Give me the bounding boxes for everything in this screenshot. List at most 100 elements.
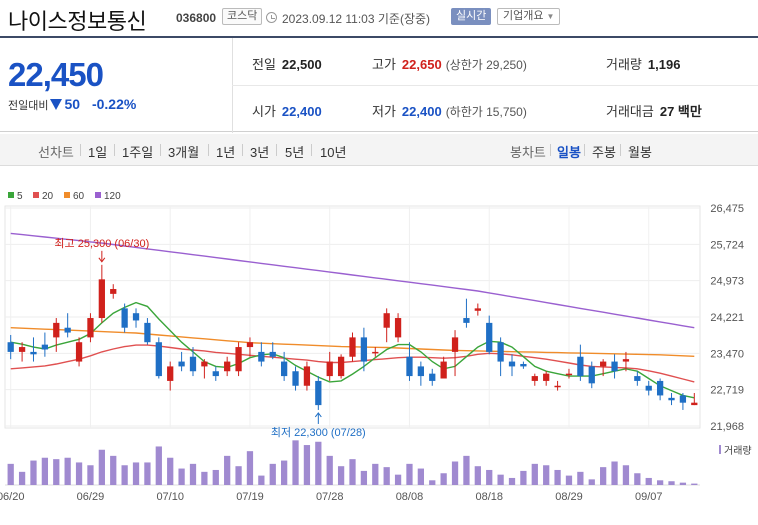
volume-bar xyxy=(486,469,493,485)
clock-icon xyxy=(266,12,277,23)
volume-bar xyxy=(565,475,573,485)
tab-period-1w[interactable]: 1주일 xyxy=(122,145,154,160)
tab-separator xyxy=(160,144,161,156)
tab-candle-chart[interactable]: 봉차트 xyxy=(510,145,546,160)
y-tick-label: 21,968 xyxy=(710,421,744,433)
max-price-label: 최고 25,300 (06/30) xyxy=(54,237,149,250)
candle xyxy=(372,351,379,354)
volume-bar xyxy=(543,465,550,485)
tab-candle-monthly[interactable]: 월봉 xyxy=(628,145,652,160)
candle xyxy=(155,342,162,377)
candle xyxy=(258,351,265,362)
tab-period-10y[interactable]: 10년 xyxy=(320,145,347,160)
candle xyxy=(121,308,128,328)
candle xyxy=(64,327,71,333)
candle xyxy=(634,376,641,381)
stock-chart: 5 20 60 120 최고 25,300 (06/30) 최저 22,300 (07/… xyxy=(0,182,758,520)
volume-bar xyxy=(18,471,26,485)
volume-bar xyxy=(64,457,71,485)
volume-bar xyxy=(41,457,49,485)
chart-legend: 5 20 60 120 xyxy=(8,191,121,202)
candle xyxy=(486,322,493,352)
candle xyxy=(303,366,311,386)
volume-bar xyxy=(417,468,424,485)
candle xyxy=(326,361,333,377)
volume-bar xyxy=(155,446,162,485)
prev-close-value: 22,500 xyxy=(281,57,322,72)
candle xyxy=(463,318,470,323)
low-value: 22,400 xyxy=(401,104,442,119)
low-label: 저가 xyxy=(372,104,396,119)
tab-period-3y[interactable]: 3년 xyxy=(250,145,270,160)
candle xyxy=(668,397,675,401)
candle xyxy=(281,361,288,377)
volume-bar xyxy=(451,461,459,485)
candle xyxy=(622,359,630,362)
tab-separator xyxy=(80,144,81,156)
candle xyxy=(360,337,368,362)
chart-tabs: 선차트 1일 1주일 3개월 1년 3년 5년 10년 봉차트 일봉 주봉 월봉 xyxy=(0,134,758,166)
tab-candle-daily[interactable]: 일봉 xyxy=(557,145,581,160)
legend-label-120: 120 xyxy=(104,191,121,202)
prev-close-label: 전일 xyxy=(252,57,276,72)
candle xyxy=(383,313,390,328)
tab-period-1y[interactable]: 1년 xyxy=(216,145,236,160)
x-axis: 06/20 06/29 07/10 07/19 07/28 08/08 08/18 08/29… xyxy=(0,491,662,503)
candle xyxy=(18,347,26,352)
change-percent: -0.22% xyxy=(91,96,137,112)
volume-bar xyxy=(201,471,208,485)
realtime-button[interactable]: 실시간 xyxy=(451,8,492,25)
tab-period-3m[interactable]: 3개월 xyxy=(168,145,200,160)
x-tick-label: 07/19 xyxy=(236,491,264,503)
legend-swatch-120 xyxy=(95,192,101,198)
open-label: 시가 xyxy=(252,104,276,119)
candle xyxy=(543,373,550,381)
candle xyxy=(167,366,174,381)
company-name[interactable]: 나이스정보통신 xyxy=(8,9,147,34)
volume-bar xyxy=(520,470,527,485)
x-tick-label: 08/29 xyxy=(555,491,583,503)
volume-bar xyxy=(269,463,276,485)
company-overview-dropdown[interactable]: 기업개요 ▼ xyxy=(497,8,561,25)
volume-bar xyxy=(326,455,333,485)
candle xyxy=(656,380,664,396)
candle xyxy=(246,342,254,348)
candle xyxy=(531,376,538,381)
lower-limit: (하한가 15,750) xyxy=(445,105,527,119)
candle xyxy=(201,361,208,367)
tab-period-5y[interactable]: 5년 xyxy=(285,145,305,160)
volume-bar xyxy=(634,473,641,485)
candle xyxy=(144,322,151,343)
candle xyxy=(679,395,687,403)
volume-cell: 거래량 1,196 xyxy=(606,54,680,73)
candle xyxy=(212,371,219,377)
candle xyxy=(315,380,322,406)
volume-bar xyxy=(292,440,299,485)
chevron-down-icon: ▼ xyxy=(546,12,555,21)
candle xyxy=(554,385,561,388)
volume-bar xyxy=(53,459,60,485)
tab-line-chart[interactable]: 선차트 xyxy=(38,145,74,160)
y-axis: 26,475 25,724 24,973 24,221 23,470 22,719 21,9… xyxy=(710,203,744,433)
candle xyxy=(30,351,37,355)
tab-candle-weekly[interactable]: 주봉 xyxy=(592,145,616,160)
volume-bar xyxy=(315,441,322,485)
candle xyxy=(41,344,49,350)
volume-bar xyxy=(588,479,595,485)
candle xyxy=(577,356,584,377)
candle xyxy=(7,342,14,352)
volume-bar xyxy=(246,451,254,485)
candlestick-chart[interactable]: 5 20 60 120 최고 25,300 (06/30) 최저 22,300 (07/… xyxy=(0,182,758,520)
candle xyxy=(349,337,356,357)
volume-bars: 거래량 xyxy=(5,440,752,486)
volume-bar xyxy=(30,460,37,485)
candle xyxy=(474,308,481,311)
tab-period-1d[interactable]: 1일 xyxy=(88,145,108,160)
candle xyxy=(75,342,83,362)
candle xyxy=(110,289,117,294)
tab-separator xyxy=(311,144,312,156)
candle xyxy=(224,361,231,372)
ma120-line xyxy=(10,232,695,329)
candles xyxy=(7,264,698,410)
candle xyxy=(417,366,424,377)
